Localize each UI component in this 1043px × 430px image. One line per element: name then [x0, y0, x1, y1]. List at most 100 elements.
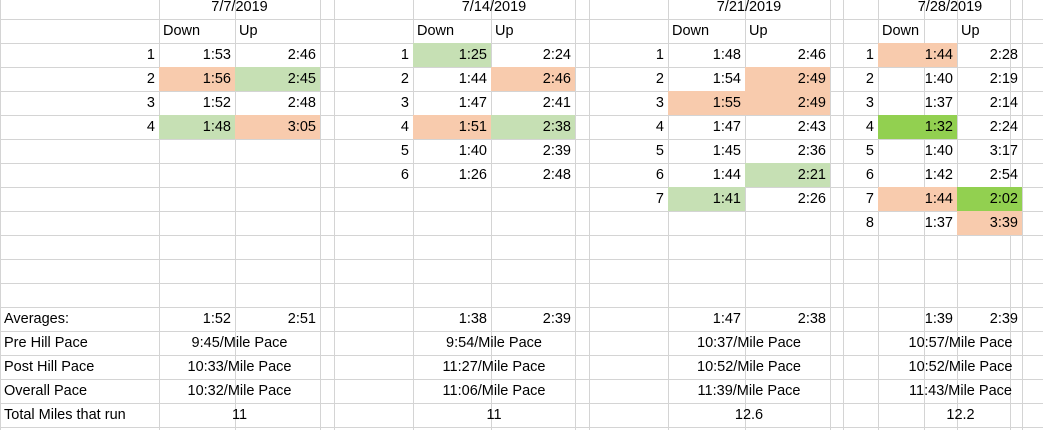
repeat-number-cell[interactable]: 1	[865, 47, 874, 63]
repeat-number-cell[interactable]: 2	[655, 71, 664, 87]
row-label-pre-hill-pace[interactable]: Pre Hill Pace	[4, 335, 88, 351]
repeat-number-cell[interactable]: 2	[865, 71, 874, 87]
up-time-cell[interactable]: 2:49	[745, 91, 830, 115]
down-time-cell[interactable]: 1:37	[924, 95, 953, 111]
up-time-cell[interactable]: 2:54	[989, 167, 1018, 183]
up-time-cell[interactable]: 2:02	[957, 187, 1022, 211]
post-hill-pace-cell[interactable]: 10:33/Mile Pace	[187, 359, 292, 375]
down-time-cell[interactable]: 1:37	[924, 215, 953, 231]
up-time-cell[interactable]: 3:17	[989, 143, 1018, 159]
up-time-cell[interactable]: 2:19	[989, 71, 1018, 87]
down-time-cell[interactable]: 1:45	[712, 143, 741, 159]
repeat-number-cell[interactable]: 7	[865, 191, 874, 207]
repeat-number-cell[interactable]: 5	[865, 143, 874, 159]
down-time-cell[interactable]: 1:54	[712, 71, 741, 87]
down-time-cell[interactable]: 1:44	[878, 187, 957, 211]
down-time-cell[interactable]: 1:40	[924, 71, 953, 87]
row-label-overall-pace[interactable]: Overall Pace	[4, 383, 88, 399]
down-time-cell[interactable]: 1:41	[668, 187, 745, 211]
repeat-number-cell[interactable]: 5	[400, 143, 409, 159]
total-miles-cell[interactable]: 12.2	[946, 407, 975, 423]
up-time-cell[interactable]: 2:26	[797, 191, 826, 207]
down-time-cell[interactable]: 1:44	[878, 43, 957, 67]
up-time-cell[interactable]: 2:36	[797, 143, 826, 159]
column-header-down[interactable]: Down	[163, 23, 201, 39]
repeat-number-cell[interactable]: 4	[865, 119, 874, 135]
up-time-cell[interactable]: 2:21	[745, 163, 830, 187]
repeat-number-cell[interactable]: 1	[146, 47, 155, 63]
repeat-number-cell[interactable]: 4	[146, 119, 155, 135]
up-time-cell[interactable]: 2:48	[542, 167, 571, 183]
average-down-cell[interactable]: 1:39	[924, 311, 953, 327]
repeat-number-cell[interactable]: 3	[865, 95, 874, 111]
repeat-number-cell[interactable]: 7	[655, 191, 664, 207]
repeat-number-cell[interactable]: 4	[655, 119, 664, 135]
column-header-up[interactable]: Up	[749, 23, 768, 39]
down-time-cell[interactable]: 1:52	[202, 95, 231, 111]
average-up-cell[interactable]: 2:38	[797, 311, 826, 327]
up-time-cell[interactable]: 2:45	[235, 67, 320, 91]
total-miles-cell[interactable]: 12.6	[734, 407, 764, 423]
repeat-number-cell[interactable]: 3	[146, 95, 155, 111]
down-time-cell[interactable]: 1:51	[413, 115, 491, 139]
up-time-cell[interactable]: 2:46	[797, 47, 826, 63]
week-date-header[interactable]: 7/28/2019	[917, 0, 983, 15]
repeat-number-cell[interactable]: 2	[146, 71, 155, 87]
down-time-cell[interactable]: 1:25	[413, 43, 491, 67]
up-time-cell[interactable]: 2:14	[989, 95, 1018, 111]
week-date-header[interactable]: 7/7/2019	[211, 0, 268, 15]
up-time-cell[interactable]: 2:43	[797, 119, 826, 135]
down-time-cell[interactable]: 1:55	[668, 91, 745, 115]
down-time-cell[interactable]: 1:32	[878, 115, 957, 139]
down-time-cell[interactable]: 1:53	[202, 47, 231, 63]
down-time-cell[interactable]: 1:47	[458, 95, 487, 111]
average-up-cell[interactable]: 2:39	[989, 311, 1018, 327]
down-time-cell[interactable]: 1:40	[458, 143, 487, 159]
week-date-header[interactable]: 7/21/2019	[716, 0, 782, 15]
row-label-post-hill-pace[interactable]: Post Hill Pace	[4, 359, 95, 375]
down-time-cell[interactable]: 1:44	[458, 71, 487, 87]
up-time-cell[interactable]: 2:46	[491, 67, 575, 91]
pre-hill-pace-cell[interactable]: 9:54/Mile Pace	[446, 335, 542, 351]
row-label-total-miles[interactable]: Total Miles that run	[4, 407, 126, 423]
repeat-number-cell[interactable]: 6	[400, 167, 409, 183]
pre-hill-pace-cell[interactable]: 9:45/Mile Pace	[191, 335, 288, 351]
row-label-averages[interactable]: Averages:	[4, 311, 70, 327]
down-time-cell[interactable]: 1:56	[159, 67, 235, 91]
down-time-cell[interactable]: 1:44	[712, 167, 741, 183]
up-time-cell[interactable]: 2:49	[745, 67, 830, 91]
down-time-cell[interactable]: 1:47	[712, 119, 741, 135]
up-time-cell[interactable]: 2:24	[989, 119, 1018, 135]
overall-pace-cell[interactable]: 10:32/Mile Pace	[187, 383, 292, 399]
column-header-down[interactable]: Down	[417, 23, 455, 39]
down-time-cell[interactable]: 1:42	[924, 167, 953, 183]
total-miles-cell[interactable]: 11	[486, 407, 502, 423]
total-miles-cell[interactable]: 11	[231, 407, 248, 423]
overall-pace-cell[interactable]: 11:06/Mile Pace	[442, 383, 546, 399]
down-time-cell[interactable]: 1:40	[924, 143, 953, 159]
down-time-cell[interactable]: 1:48	[712, 47, 741, 63]
repeat-number-cell[interactable]: 6	[655, 167, 664, 183]
repeat-number-cell[interactable]: 3	[400, 95, 409, 111]
up-time-cell[interactable]: 2:39	[542, 143, 571, 159]
average-down-cell[interactable]: 1:52	[202, 311, 231, 327]
down-time-cell[interactable]: 1:48	[159, 115, 235, 139]
pre-hill-pace-cell[interactable]: 10:37/Mile Pace	[697, 335, 801, 351]
column-header-up[interactable]: Up	[495, 23, 514, 39]
overall-pace-cell[interactable]: 11:43/Mile Pace	[909, 383, 1012, 399]
average-down-cell[interactable]: 1:38	[458, 311, 487, 327]
column-header-up[interactable]: Up	[961, 23, 980, 39]
repeat-number-cell[interactable]: 5	[655, 143, 664, 159]
up-time-cell[interactable]: 2:38	[491, 115, 575, 139]
column-header-up[interactable]: Up	[239, 23, 258, 39]
repeat-number-cell[interactable]: 2	[400, 71, 409, 87]
post-hill-pace-cell[interactable]: 10:52/Mile Pace	[697, 359, 801, 375]
average-up-cell[interactable]: 2:39	[542, 311, 571, 327]
pre-hill-pace-cell[interactable]: 10:57/Mile Pace	[908, 335, 1013, 351]
up-time-cell[interactable]: 3:05	[235, 115, 320, 139]
up-time-cell[interactable]: 3:39	[957, 211, 1022, 235]
post-hill-pace-cell[interactable]: 11:27/Mile Pace	[442, 359, 546, 375]
up-time-cell[interactable]: 2:28	[989, 47, 1018, 63]
post-hill-pace-cell[interactable]: 10:52/Mile Pace	[908, 359, 1013, 375]
down-time-cell[interactable]: 1:26	[458, 167, 487, 183]
